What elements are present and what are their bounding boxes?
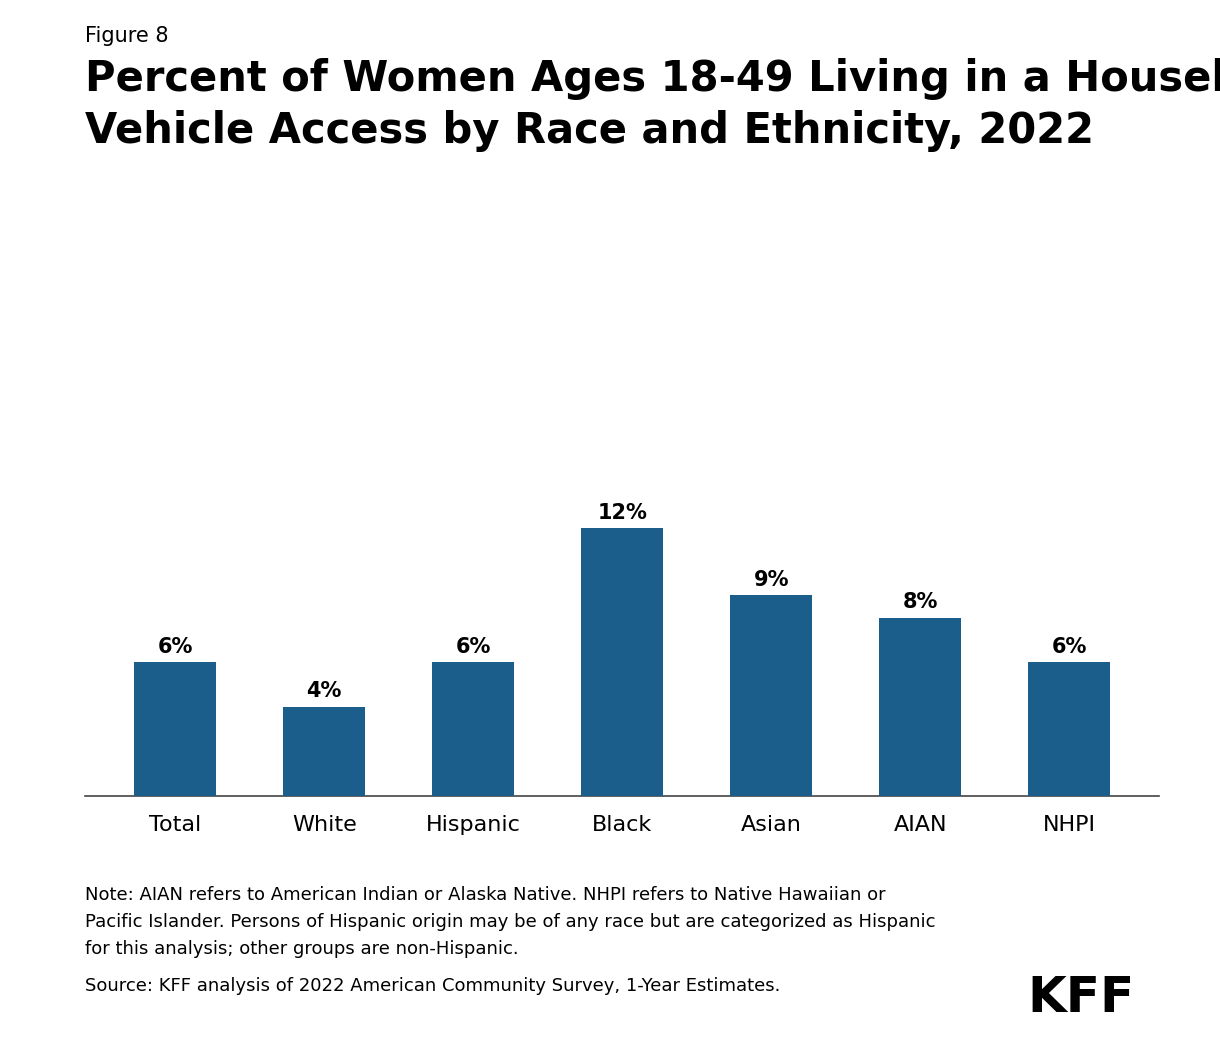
Bar — [1028, 662, 1110, 796]
Text: 4%: 4% — [306, 681, 342, 701]
Text: 6%: 6% — [1052, 637, 1087, 657]
Bar — [880, 617, 961, 796]
Bar — [581, 528, 664, 796]
Text: 9%: 9% — [754, 570, 789, 590]
Text: KFF: KFF — [1027, 974, 1135, 1022]
Bar — [731, 595, 813, 796]
Bar — [432, 662, 514, 796]
Text: Figure 8: Figure 8 — [85, 26, 168, 46]
Text: 8%: 8% — [903, 592, 938, 612]
Text: 6%: 6% — [455, 637, 490, 657]
Text: Source: KFF analysis of 2022 American Community Survey, 1-Year Estimates.: Source: KFF analysis of 2022 American Co… — [85, 977, 781, 995]
Bar — [283, 707, 365, 796]
Text: 12%: 12% — [598, 503, 647, 523]
Text: Vehicle Access by Race and Ethnicity, 2022: Vehicle Access by Race and Ethnicity, 20… — [85, 110, 1094, 152]
Text: Percent of Women Ages 18-49 Living in a Household Without: Percent of Women Ages 18-49 Living in a … — [85, 58, 1220, 100]
Text: Note: AIAN refers to American Indian or Alaska Native. NHPI refers to Native Haw: Note: AIAN refers to American Indian or … — [85, 886, 936, 958]
Bar — [134, 662, 216, 796]
Text: 6%: 6% — [157, 637, 193, 657]
